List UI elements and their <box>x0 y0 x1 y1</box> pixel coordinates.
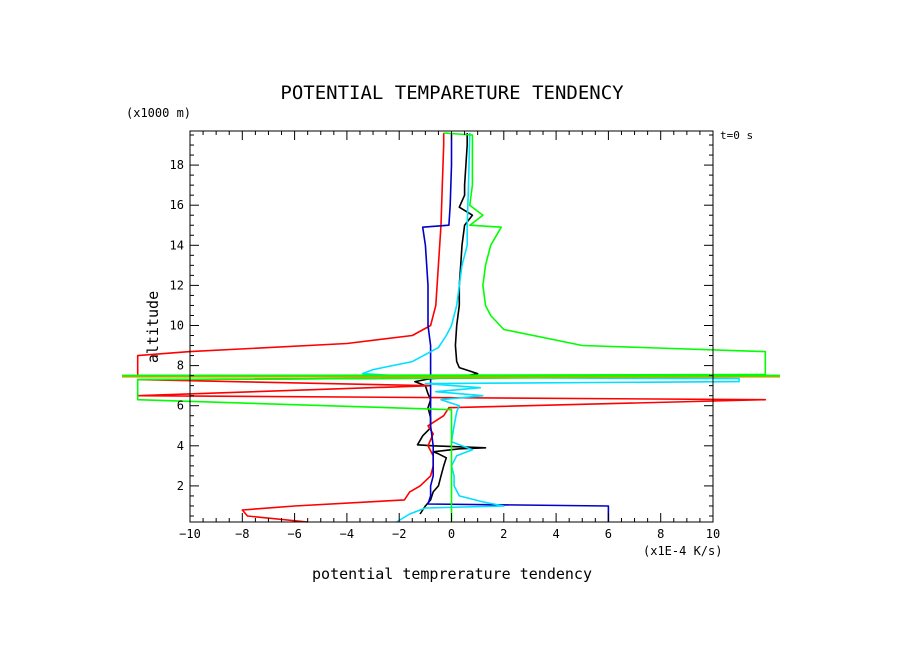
y-tick-label: 2 <box>177 479 184 493</box>
x-tick-label: 10 <box>706 527 720 541</box>
series-red-line <box>136 133 767 523</box>
series-blue-line <box>421 133 610 522</box>
y-tick-label: 18 <box>170 158 184 172</box>
series-black-line <box>414 133 487 515</box>
x-tick-label: 8 <box>657 527 664 541</box>
y-tick-label: 14 <box>170 238 184 252</box>
y-tick-label: 10 <box>170 318 184 332</box>
ticks-layer: −10 −8 −6 −4 −2 0 2 4 6 8 10 2 4 6 8 10 12 14 16 18 <box>170 131 720 541</box>
y-tick-label: 4 <box>177 439 184 453</box>
time-annotation: t=0 s <box>720 129 753 142</box>
y-tick-label: 8 <box>177 359 184 373</box>
series-cyan-line <box>361 132 740 523</box>
series-green-line <box>136 132 767 522</box>
x-tick-label: 4 <box>552 527 559 541</box>
x-tick-label: 6 <box>605 527 612 541</box>
y-units-label: (x1000 m) <box>126 106 191 120</box>
x-tick-label: −6 <box>287 527 301 541</box>
x-tick-label: 0 <box>448 527 455 541</box>
y-tick-label: 6 <box>177 399 184 413</box>
chart-title: POTENTIAL TEMPARETURE TENDENCY <box>280 82 624 104</box>
x-units-label: (x1E-4 K/s) <box>643 544 722 558</box>
series-layer <box>122 132 780 523</box>
x-tick-label: 2 <box>500 527 507 541</box>
x-axis-label: potential temprerature tendency <box>312 565 592 583</box>
y-axis-label: altitude <box>144 291 162 363</box>
y-tick-label: 12 <box>170 278 184 292</box>
x-tick-label: −4 <box>340 527 354 541</box>
x-tick-label: −2 <box>392 527 406 541</box>
y-tick-label: 16 <box>170 198 184 212</box>
x-tick-label: −10 <box>179 527 201 541</box>
x-tick-label: −8 <box>235 527 249 541</box>
